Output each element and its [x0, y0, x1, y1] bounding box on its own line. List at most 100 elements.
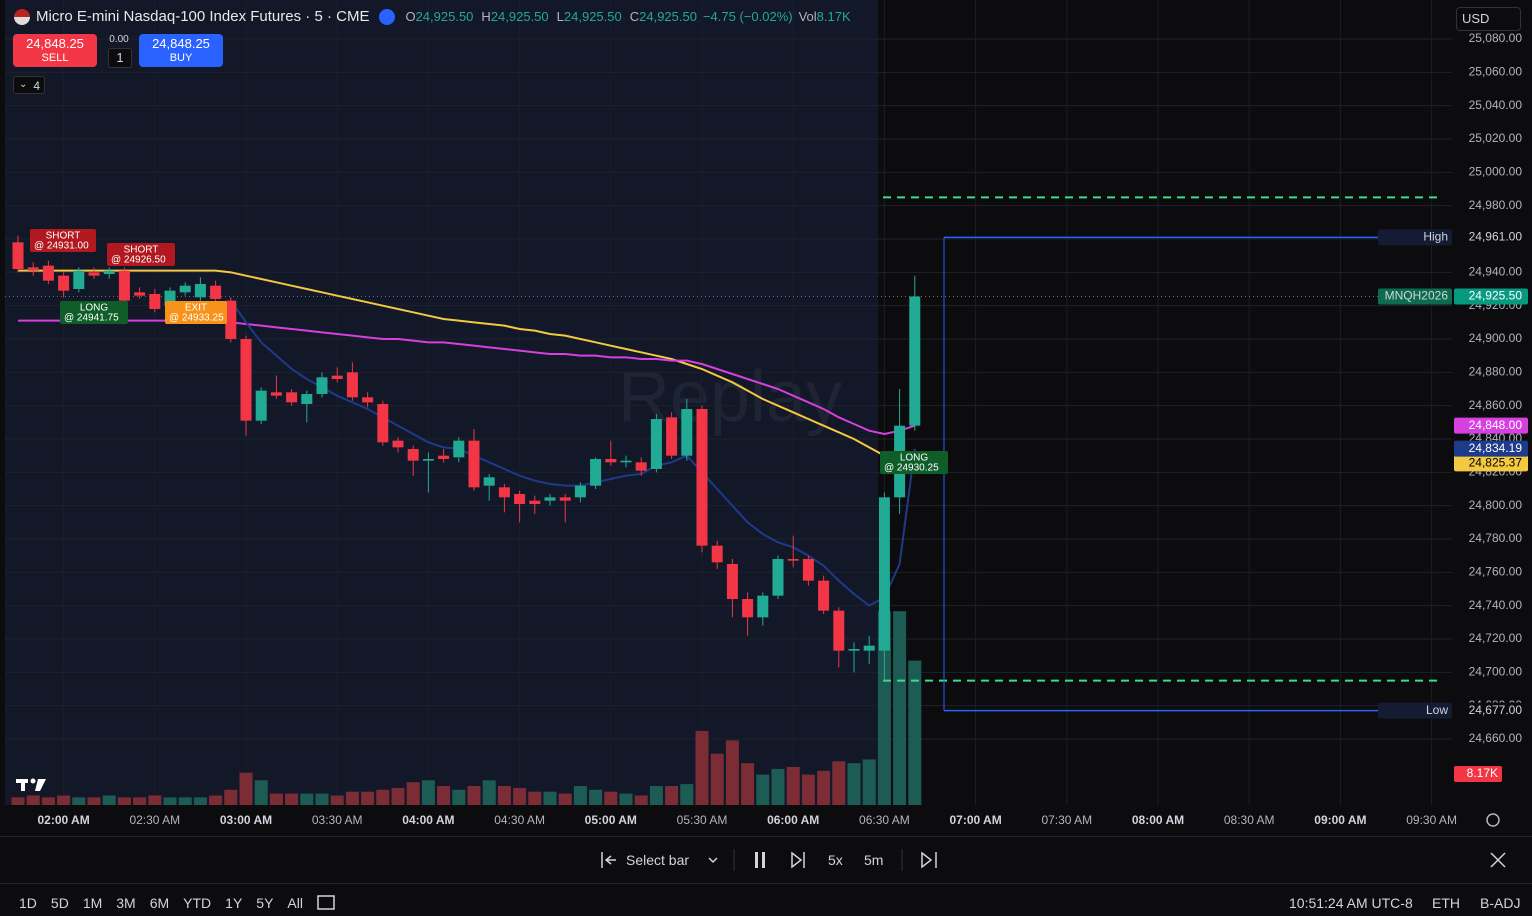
grid	[5, 0, 1452, 805]
change: −4.75 (−0.02%)	[702, 9, 793, 24]
session[interactable]: ETH	[1432, 895, 1460, 911]
calendar-icon[interactable]	[316, 892, 338, 912]
range-button[interactable]: YTD	[183, 895, 212, 911]
candle-body	[787, 559, 799, 561]
jump-icon[interactable]	[921, 851, 933, 869]
settings-icon[interactable]	[1486, 813, 1500, 827]
adjust[interactable]: B-ADJ	[1480, 895, 1521, 911]
currency[interactable]: USD	[1456, 7, 1521, 31]
y-tick-label: 24,760.00	[1469, 565, 1523, 579]
volume-bar	[649, 786, 663, 805]
dropdown-icon[interactable]	[708, 857, 718, 864]
range-button[interactable]: All	[287, 895, 303, 911]
ohlc-key: H	[481, 9, 491, 24]
volume-bar	[589, 789, 603, 805]
candle-body	[149, 294, 161, 309]
x-tick-label: 07:30 AM	[1041, 813, 1092, 827]
volume-bar	[573, 786, 587, 805]
interval[interactable]: 5m	[864, 852, 884, 868]
ohlc-value: 24,925.50	[639, 9, 697, 24]
candle-body	[225, 300, 237, 339]
badge-tag-label: Low	[1426, 703, 1448, 717]
volume-bar	[725, 740, 739, 805]
volume-bar	[224, 789, 238, 805]
close-icon[interactable]	[1490, 852, 1506, 868]
range-button[interactable]: 3M	[116, 895, 136, 911]
quantity[interactable]: 1	[108, 48, 132, 68]
ohlc-key: O	[405, 9, 416, 24]
volume-bar	[421, 780, 435, 805]
chevron: ⌄	[19, 79, 28, 90]
price-badge-label: 24,925.50	[1469, 289, 1523, 303]
pause-icon[interactable]	[755, 852, 758, 868]
candle-body	[726, 564, 738, 599]
price-badge-label: 24,961.00	[1469, 230, 1523, 244]
y-tick-label: 24,660.00	[1469, 731, 1523, 745]
volume-bar	[665, 786, 679, 805]
volume-bar	[406, 782, 420, 805]
volume-bar	[163, 797, 177, 805]
select-bar[interactable]: Select bar	[626, 852, 690, 868]
replay-bar: Select bar 5x 5m	[0, 836, 1532, 884]
volume-bar	[680, 784, 694, 805]
candle-body	[103, 270, 115, 274]
range-button[interactable]: 5Y	[256, 895, 274, 911]
speed[interactable]: 5x	[828, 852, 843, 868]
volume-bar	[376, 789, 390, 805]
volume-bar	[269, 793, 283, 805]
range-button[interactable]: 1D	[19, 895, 37, 911]
volume-bar	[832, 761, 846, 805]
candle-body	[422, 459, 434, 461]
range-button[interactable]: 6M	[149, 895, 170, 911]
replay-icons	[601, 849, 1506, 871]
ohlc-value: 24,925.50	[490, 9, 549, 24]
trade-marker: SHORT@ 24931.00	[30, 229, 96, 252]
sell-button[interactable]: 24,848.25 SELL	[13, 34, 97, 67]
trade-box	[30, 229, 96, 252]
volume-bar	[528, 791, 542, 805]
range-button[interactable]: 1M	[82, 895, 103, 911]
volume-bar	[877, 611, 891, 805]
ranges: 1D 5D 1M 3M 6M YTD 1Y 5Y All	[19, 895, 303, 911]
volume-bar	[482, 780, 496, 805]
range-button[interactable]: 1Y	[225, 895, 243, 911]
trade-box	[880, 451, 948, 474]
buy-price: 24,848.25	[152, 36, 210, 51]
volume-bar	[11, 797, 25, 805]
axes: 24,660.0024,680.0024,700.0024,720.0024,7…	[37, 31, 1528, 827]
symbol-title[interactable]: Micro E-mini Nasdaq-100 Index Futures · …	[36, 8, 370, 25]
volume-bar	[57, 795, 71, 805]
indicators-toggle[interactable]: ⌄ 4	[13, 76, 45, 94]
candle-body	[635, 462, 647, 471]
sell-label: SELL	[41, 52, 69, 64]
volume-bar	[193, 797, 207, 805]
x-tick-label: 08:30 AM	[1224, 813, 1275, 827]
trade-marker: LONG@ 24941.75	[60, 301, 128, 324]
range-button[interactable]: 5D	[50, 895, 69, 911]
price-badge	[1454, 229, 1528, 246]
buy-button[interactable]: 24,848.25 BUY	[139, 34, 223, 67]
trade-box	[165, 301, 227, 324]
volume-bar	[209, 795, 223, 805]
step-icon[interactable]	[791, 851, 803, 869]
candle-body	[711, 545, 723, 563]
candle-body	[407, 449, 419, 461]
volume-bar	[285, 793, 299, 805]
volume-bar	[467, 786, 481, 805]
badge-tag-label: MNQH2026	[1385, 289, 1449, 303]
volume-bar	[452, 789, 466, 805]
volume-bar	[497, 786, 511, 805]
volume-bar	[148, 795, 162, 805]
volume-bar	[908, 660, 922, 805]
ohlc-item: L24,925.50	[557, 8, 622, 25]
price-badge-label: 24,848.00	[1469, 418, 1523, 432]
candle-body	[529, 500, 541, 504]
badge-tag-label: High	[1423, 230, 1448, 244]
candle-body	[316, 377, 328, 394]
logo-part	[21, 779, 25, 791]
y-tick-label: 25,020.00	[1469, 131, 1523, 145]
y-tick-label: 24,700.00	[1469, 665, 1523, 679]
replay-icon[interactable]	[379, 8, 396, 25]
